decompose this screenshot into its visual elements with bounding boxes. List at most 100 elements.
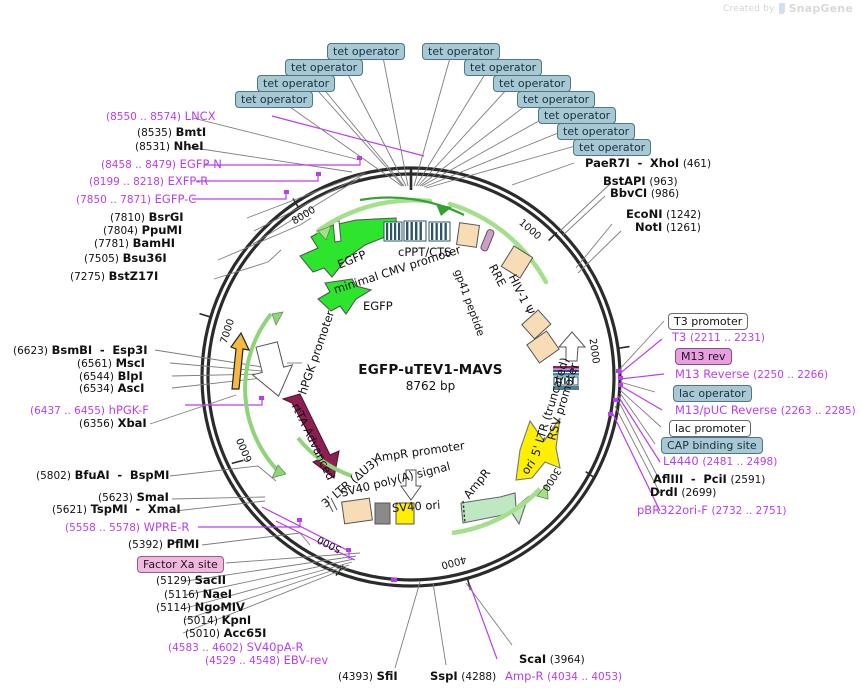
annotation-sspi[interactable]: SspI (4288) [430, 669, 496, 683]
tet-operator-tag[interactable]: tet operator [257, 75, 336, 92]
annotation-scai-real[interactable]: ScaI (3964) [519, 653, 585, 666]
annotation-nhei[interactable]: (8531) NheI [135, 140, 203, 153]
annotation-pbr322ori-f[interactable]: pBR322ori-F (2732 .. 2751) [637, 504, 787, 517]
annotation-position: (1242) [666, 209, 702, 221]
annotation-bfuai-bspmi[interactable]: (5802) BfuAI - BspMI [36, 468, 170, 482]
annotation-egfp-c[interactable]: (7850 .. 7871) EGFP-C [76, 192, 197, 206]
annotation-afliii-pcii[interactable]: AflIII - PciI (2591) [653, 472, 766, 486]
annotation-bmti[interactable]: (8535) BmtI [137, 126, 206, 139]
annotation-alt-name: XhoI [649, 156, 680, 170]
annotation-name: BstAPI [603, 174, 646, 188]
annotation-sv40pa-r[interactable]: (4583 .. 4602) SV40pA-R [168, 641, 304, 654]
feature-ori-arrow [515, 417, 561, 481]
annotation-bstz17i[interactable]: (7275) BstZ17I [70, 270, 158, 283]
annotation-amp-r[interactable]: Amp-R (4034 .. 4053) [505, 670, 622, 683]
annotation-noti[interactable]: NotI (1261) [635, 220, 701, 234]
annotation-acc65i[interactable]: (5010) Acc65I [185, 627, 266, 640]
annotation-position: (5623) [98, 492, 133, 504]
tet-operator-tag[interactable]: tet operator [557, 123, 636, 140]
annotation-name: BsrGI [148, 210, 184, 224]
annotation-scai-top[interactable]: . [519, 494, 523, 506]
annotation-name: BlpI [117, 369, 143, 383]
annotation-position: (5129) [156, 575, 191, 587]
annotation-asci[interactable]: (6534) AscI [79, 382, 144, 395]
annotation-position: (5558 .. 5578) [65, 522, 140, 534]
annotation-position: (2211 .. 2231) [690, 332, 765, 344]
tet-operator-tag[interactable]: tet operator [573, 139, 652, 156]
annotation-lncx[interactable]: (8550 .. 8574) LNCX [106, 110, 216, 123]
annotation-bsrgi[interactable]: (7810) BsrGI [110, 210, 184, 224]
annotation-position: (2699) [681, 487, 717, 499]
annotation-name: SspI [430, 669, 458, 683]
annotation-position: (8535) [137, 127, 172, 139]
lac-operator-tag[interactable]: lac operator [673, 385, 752, 402]
annotation-m13-puc-reverse[interactable]: M13/pUC Reverse (2263 .. 2285) [675, 403, 856, 417]
feature-ampr-arrow [460, 492, 530, 526]
annotation-position: (4583 .. 4602) [168, 642, 243, 654]
annotation-ppumi[interactable]: (7804) PpuMI [103, 224, 182, 237]
feature-5ltr-truncated [553, 366, 579, 390]
annotation-bsmbi-esp3i[interactable]: (6623) BsmBI - Esp3I [13, 343, 148, 357]
feature-label-egfp-2: EGFP [363, 299, 393, 313]
annotation-bstapi[interactable]: BstAPI (963) [603, 174, 678, 188]
cap-binding-site-tag[interactable]: CAP binding site [661, 437, 763, 454]
annotation-tspmi-xmai[interactable]: (5621) TspMI - XmaI [52, 502, 181, 516]
tet-operator-tag[interactable]: tet operator [285, 59, 364, 76]
annotation-wpre-r[interactable]: (5558 .. 5578) WPRE-R [65, 521, 189, 534]
annotation-drdi[interactable]: DrdI (2699) [650, 486, 717, 499]
annotation-position: (6623) [13, 345, 48, 357]
annotation-name: BbvCI [610, 186, 648, 200]
annotation-t3[interactable]: T3 (2211 .. 2231) [672, 331, 765, 344]
annotation-kpni[interactable]: (5014) KpnI [183, 614, 251, 627]
annotation-position: (7804) [103, 225, 138, 237]
feature-cppt-cts-block [456, 222, 480, 248]
annotation-blpi[interactable]: (6544) BlpI [79, 369, 143, 383]
annotation-name: M13/pUC Reverse [675, 403, 778, 417]
feature-outer-arc-arrowheads [317, 225, 332, 241]
annotation-egfp-n[interactable]: (8458 .. 8479) EGFP-N [101, 158, 222, 171]
annotation-ngomiv[interactable]: (5114) NgoMIV [156, 600, 245, 614]
annotation-bamhi[interactable]: (7781) BamHI [94, 237, 175, 250]
m13-rev-tag[interactable]: M13 rev [675, 348, 732, 365]
annotation-bbvci[interactable]: BbvCI (986) [610, 186, 679, 200]
tet-operator-tag[interactable]: tet operator [464, 59, 543, 76]
annotation-ebv-rev[interactable]: (4529 .. 4548) EBV-rev [205, 654, 328, 667]
annotation-msci[interactable]: (6561) MscI [77, 356, 145, 370]
feature-arc-green-dark-head [436, 204, 452, 216]
annotation-xbai[interactable]: (6356) XbaI [79, 417, 147, 430]
annotation-name: MscI [115, 356, 145, 370]
annotation-sfii[interactable]: (4393) SfiI [338, 670, 398, 683]
annotation-position: (8458 .. 8479) [101, 159, 176, 171]
tet-operator-tag[interactable]: tet operator [235, 91, 314, 108]
factor-xa-site-tag[interactable]: Factor Xa site [137, 556, 224, 573]
annotation-sacii[interactable]: (5129) SacII [156, 574, 226, 587]
tet-operator-tag[interactable]: tet operator [493, 75, 572, 92]
annotation-position: (6437 .. 6455) [30, 405, 105, 417]
annotation-name: NotI [635, 220, 663, 234]
annotation-position: (8199 .. 8218) [89, 176, 164, 188]
annotation-exfp-r[interactable]: (8199 .. 8218) EXFP-R [89, 175, 208, 188]
t3-promoter-tag[interactable]: T3 promoter [668, 313, 749, 330]
annotation-bsu36i[interactable]: (7505) Bsu36I [84, 252, 167, 265]
annotation-smai[interactable]: (5623) SmaI [98, 491, 169, 504]
tet-operator-tag[interactable]: tet operator [538, 107, 617, 124]
snapgene-credit: Created by SnapGene [723, 2, 853, 15]
tet-operator-tag[interactable]: tet operator [517, 91, 596, 108]
lac-promoter-tag[interactable]: lac promoter [669, 420, 752, 437]
annotation-paer7i-xhoi[interactable]: PaeR7I - XhoI (461) [585, 156, 712, 170]
tet-operator-tag[interactable]: tet operator [422, 43, 501, 60]
annotation-m13-reverse[interactable]: M13 Reverse (2250 .. 2266) [675, 368, 828, 381]
annotation-name: EGFP-C [154, 192, 197, 206]
annotation-pflmi[interactable]: (5392) PflMI [128, 538, 199, 551]
annotation-econi[interactable]: EcoNI (1242) [626, 207, 702, 221]
annotation-hpgk-f[interactable]: (6437 .. 6455) hPGK-F [30, 404, 149, 417]
feature-tet-operator-block [383, 220, 451, 242]
annotation-alt-name: Esp3I [112, 343, 148, 357]
annotation-naei[interactable]: (5116) NaeI [164, 588, 232, 601]
tet-operator-tag[interactable]: tet operator [327, 43, 406, 60]
annotation-name: EcoNI [626, 207, 663, 221]
annotation-l4440[interactable]: L4440 (2481 .. 2498) [663, 455, 777, 468]
page-title: EGFP-uTEV1-MAVS [358, 362, 503, 378]
annotation-name: NgoMIV [194, 600, 245, 614]
feature-hiv1-psi-block-1 [521, 309, 552, 340]
